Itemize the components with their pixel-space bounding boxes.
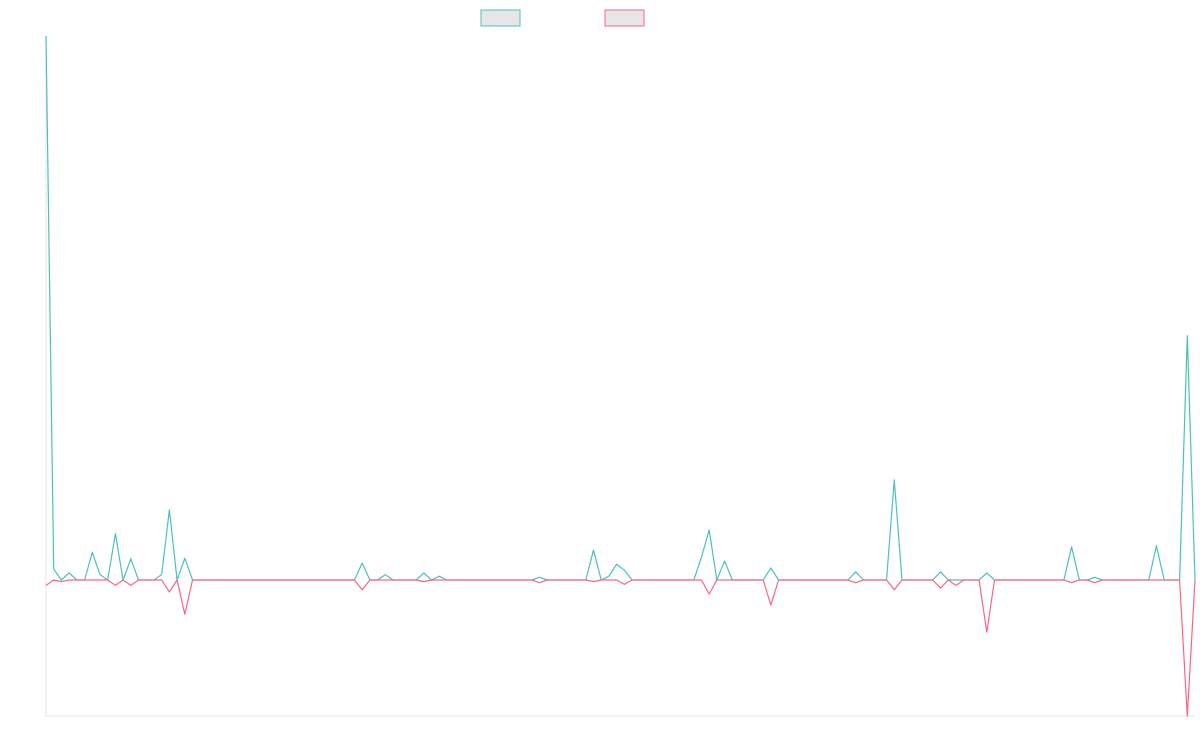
legend-swatch [604,9,645,27]
legend-swatch [480,9,521,27]
series-line [45,35,1196,581]
series-line [45,579,1196,717]
